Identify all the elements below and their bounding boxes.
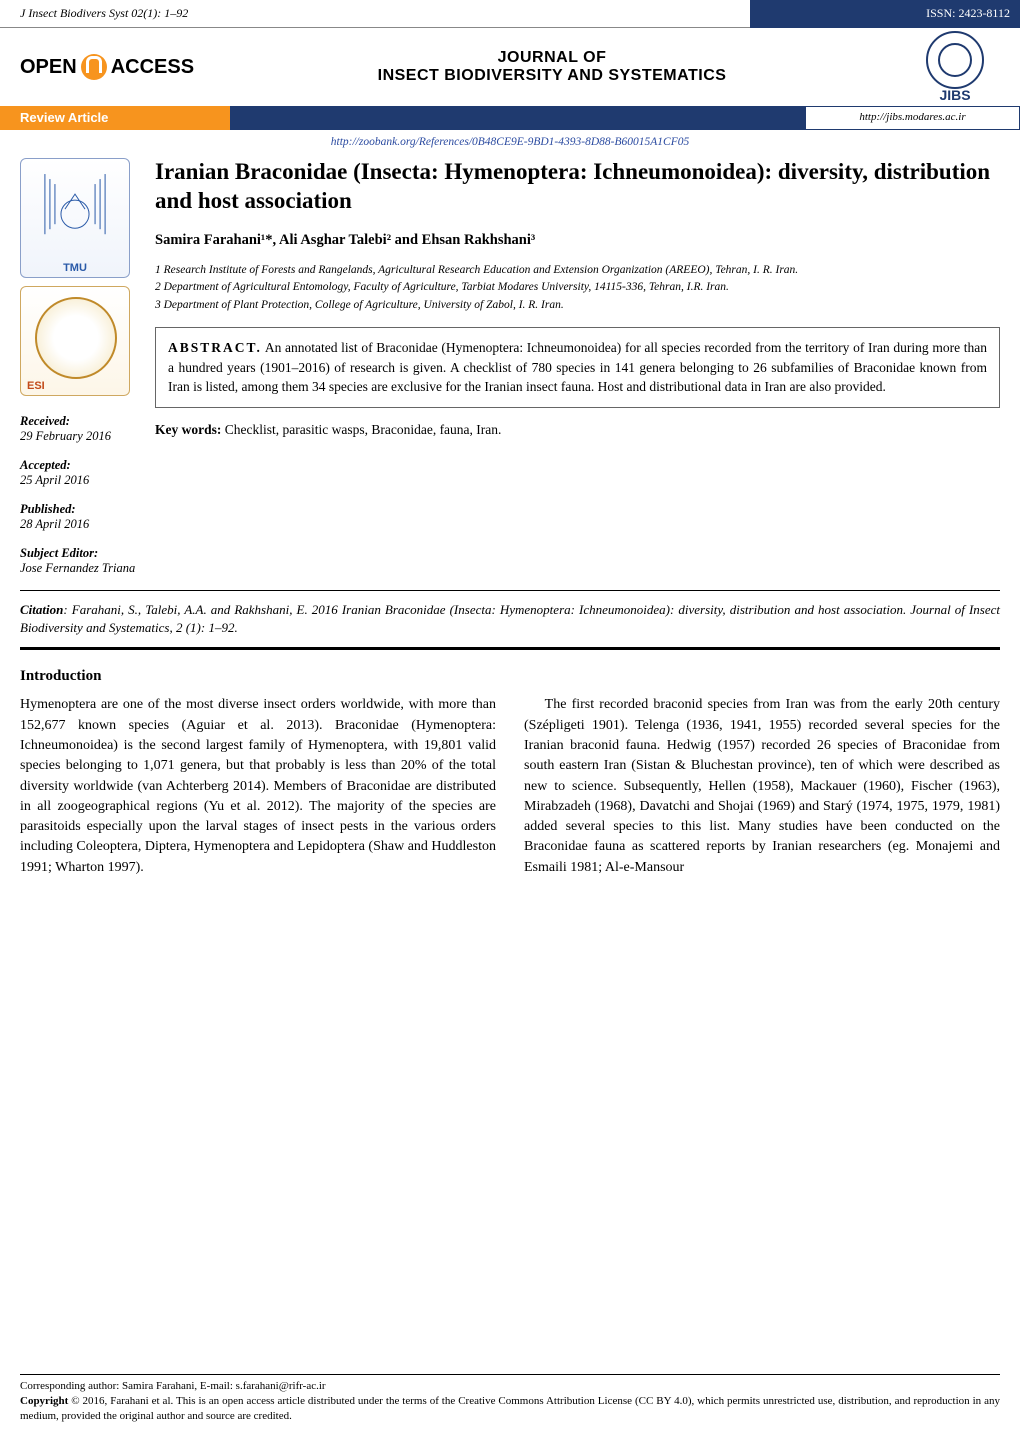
authors: Samira Farahani¹*, Ali Asghar Talebi² an… bbox=[155, 232, 1000, 249]
intro-para-2-text: The first recorded braconid species from… bbox=[524, 697, 1000, 874]
header-band: OPEN ACCESS JOURNAL OF INSECT BIODIVERSI… bbox=[0, 28, 1020, 106]
intro-para-2: The first recorded braconid species from… bbox=[524, 695, 1000, 878]
abstract-text: An annotated list of Braconidae (Hymenop… bbox=[168, 340, 987, 394]
affil-3: 3 Department of Plant Protection, Colleg… bbox=[155, 298, 1000, 314]
affil-2: 2 Department of Agricultural Entomology,… bbox=[155, 280, 1000, 296]
review-band: Review Article http://jibs.modares.ac.ir bbox=[0, 106, 1020, 130]
editor-value: Jose Fernandez Triana bbox=[20, 561, 143, 576]
abstract-label: ABSTRACT. bbox=[168, 340, 262, 355]
published: Published: 28 April 2016 bbox=[20, 502, 143, 532]
jibs-logo-text: JIBS bbox=[910, 87, 1000, 103]
jibs-logo: JIBS bbox=[910, 31, 1000, 103]
citation-text: : Farahani, S., Talebi, A.A. and Rakhsha… bbox=[20, 602, 1000, 635]
citation-block: Citation: Farahani, S., Talebi, A.A. and… bbox=[20, 590, 1000, 650]
intro-heading: Introduction bbox=[20, 668, 1000, 685]
journal-title-line1: JOURNAL OF bbox=[194, 49, 910, 67]
affiliations: 1 Research Institute of Forests and Rang… bbox=[155, 263, 1000, 314]
received-label: Received: bbox=[20, 414, 143, 429]
copyright: Copyright © 2016, Farahani et al. This i… bbox=[20, 1394, 1000, 1424]
issn: ISSN: 2423-8112 bbox=[750, 0, 1020, 28]
accepted: Accepted: 25 April 2016 bbox=[20, 458, 143, 488]
keywords-label: Key words: bbox=[155, 422, 221, 437]
accepted-value: 25 April 2016 bbox=[20, 473, 143, 488]
journal-title-line2: INSECT BIODIVERSITY AND SYSTEMATICS bbox=[194, 67, 910, 85]
article-title: Iranian Braconidae (Insecta: Hymenoptera… bbox=[155, 158, 1000, 216]
accepted-label: Accepted: bbox=[20, 458, 143, 473]
metadata-block: Received: 29 February 2016 Accepted: 25 … bbox=[20, 414, 143, 576]
footer: Corresponding author: Samira Farahani, E… bbox=[20, 1374, 1000, 1424]
esi-logo-icon bbox=[35, 297, 117, 379]
article-type: Review Article bbox=[0, 106, 230, 130]
open-label: OPEN bbox=[20, 56, 77, 79]
top-bar: J Insect Biodivers Syst 02(1): 1–92 ISSN… bbox=[0, 0, 1020, 28]
subject-editor: Subject Editor: Jose Fernandez Triana bbox=[20, 546, 143, 576]
tmu-logo: TMU bbox=[20, 158, 130, 278]
main-area: TMU ESI Received: 29 February 2016 Accep… bbox=[0, 158, 1020, 590]
corresponding-author: Corresponding author: Samira Farahani, E… bbox=[20, 1379, 1000, 1394]
jibs-logo-icon bbox=[926, 31, 984, 89]
article-content: Iranian Braconidae (Insecta: Hymenoptera… bbox=[155, 158, 1000, 590]
left-rail: TMU ESI Received: 29 February 2016 Accep… bbox=[20, 158, 155, 590]
published-label: Published: bbox=[20, 502, 143, 517]
esi-logo: ESI bbox=[20, 286, 130, 396]
keywords: Key words: Checklist, parasitic wasps, B… bbox=[155, 422, 1000, 438]
journal-url[interactable]: http://jibs.modares.ac.ir bbox=[805, 106, 1020, 130]
published-value: 28 April 2016 bbox=[20, 517, 143, 532]
zoobank-link[interactable]: http://zoobank.org/References/0B48CE9E-9… bbox=[0, 130, 1020, 158]
open-access-badge: OPEN ACCESS bbox=[20, 54, 194, 80]
editor-label: Subject Editor: bbox=[20, 546, 143, 561]
affil-1: 1 Research Institute of Forests and Rang… bbox=[155, 263, 1000, 279]
abstract-box: ABSTRACT. An annotated list of Braconida… bbox=[155, 327, 1000, 408]
intro-para-1: Hymenoptera are one of the most diverse … bbox=[20, 695, 496, 878]
journal-title: JOURNAL OF INSECT BIODIVERSITY AND SYSTE… bbox=[194, 49, 910, 85]
intro-body: Hymenoptera are one of the most diverse … bbox=[20, 695, 1000, 878]
introduction-section: Introduction Hymenoptera are one of the … bbox=[0, 668, 1020, 878]
tmu-logo-text: TMU bbox=[21, 262, 129, 274]
journal-citation: J Insect Biodivers Syst 02(1): 1–92 bbox=[0, 0, 750, 28]
esi-logo-text: ESI bbox=[27, 380, 45, 392]
review-band-fill bbox=[230, 106, 805, 130]
received-value: 29 February 2016 bbox=[20, 429, 143, 444]
received: Received: 29 February 2016 bbox=[20, 414, 143, 444]
citation-label: Citation bbox=[20, 602, 63, 617]
open-access-icon bbox=[81, 54, 107, 80]
access-label: ACCESS bbox=[111, 56, 194, 79]
keywords-text: Checklist, parasitic wasps, Braconidae, … bbox=[221, 422, 501, 437]
